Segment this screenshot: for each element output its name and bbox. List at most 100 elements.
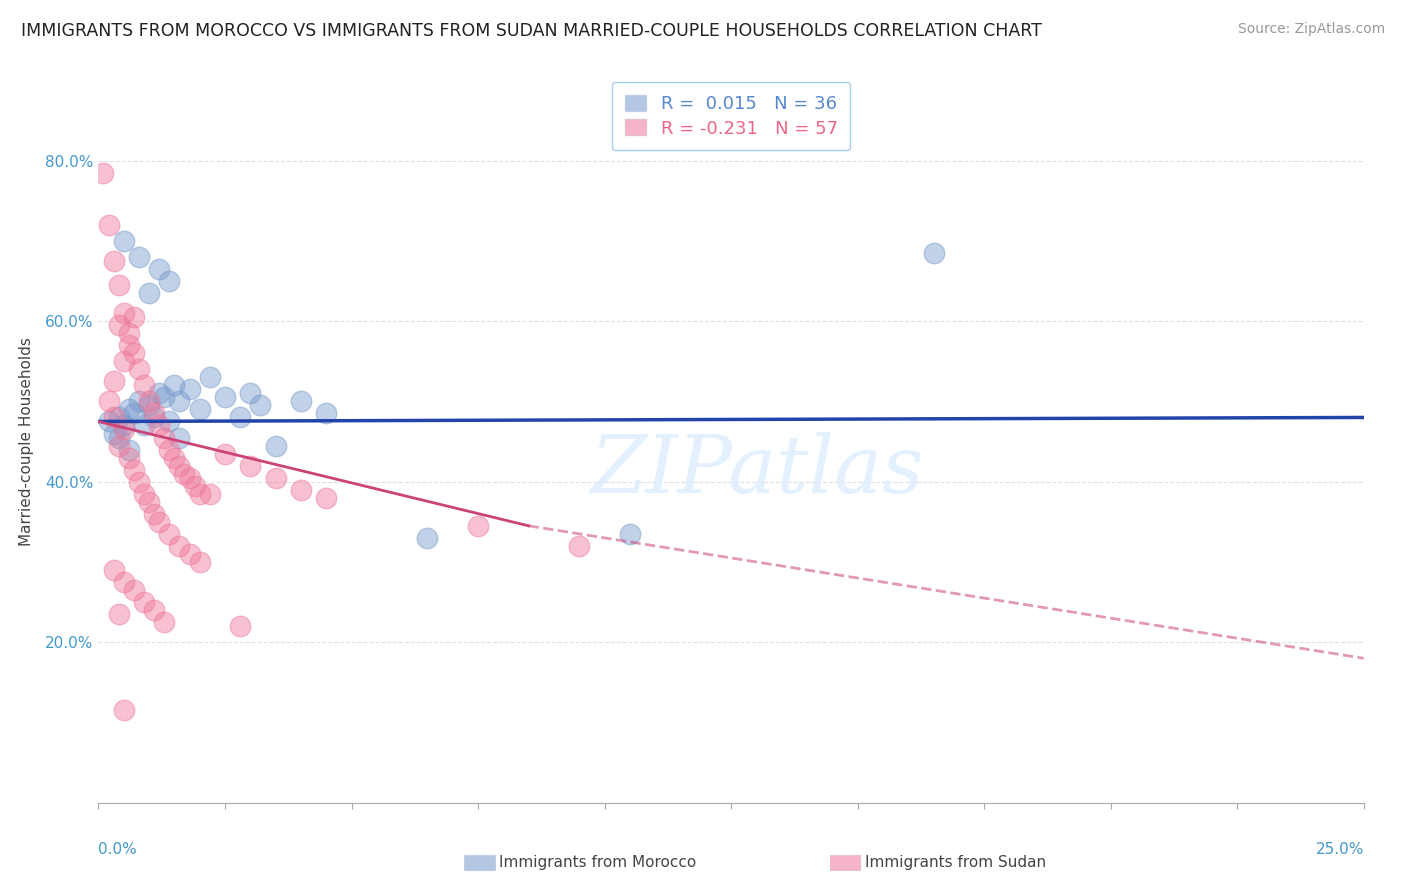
Point xyxy=(112,306,135,320)
Point xyxy=(467,518,489,533)
Point xyxy=(249,398,271,412)
Point xyxy=(198,370,221,384)
Point xyxy=(132,378,155,392)
Point xyxy=(107,607,129,621)
Point xyxy=(169,458,191,473)
Point xyxy=(148,386,170,401)
Point xyxy=(188,486,211,500)
Point xyxy=(118,442,141,457)
Point xyxy=(169,394,191,409)
Text: 0.0%: 0.0% xyxy=(98,842,138,856)
Point xyxy=(107,430,129,444)
Point xyxy=(619,526,641,541)
Point xyxy=(188,555,211,569)
Point xyxy=(122,583,145,598)
Point xyxy=(148,515,170,529)
Point xyxy=(157,414,180,428)
Point xyxy=(315,406,337,420)
Point xyxy=(112,422,135,436)
Text: IMMIGRANTS FROM MOROCCO VS IMMIGRANTS FROM SUDAN MARRIED-COUPLE HOUSEHOLDS CORRE: IMMIGRANTS FROM MOROCCO VS IMMIGRANTS FR… xyxy=(21,22,1042,40)
Point xyxy=(132,418,155,433)
Point xyxy=(112,574,135,589)
Point xyxy=(128,362,150,376)
Point xyxy=(118,450,141,465)
Point xyxy=(138,494,160,508)
Point xyxy=(239,386,262,401)
Point xyxy=(128,475,150,489)
Point xyxy=(103,374,125,388)
Point xyxy=(179,547,201,561)
Y-axis label: Married-couple Households: Married-couple Households xyxy=(18,337,34,546)
Point xyxy=(153,615,176,630)
Point xyxy=(138,398,160,412)
Point xyxy=(103,563,125,577)
Point xyxy=(153,390,176,404)
Point xyxy=(922,245,945,260)
Point xyxy=(143,603,166,617)
Text: Source: ZipAtlas.com: Source: ZipAtlas.com xyxy=(1237,22,1385,37)
Point xyxy=(103,410,125,425)
Point xyxy=(138,394,160,409)
Point xyxy=(107,318,129,332)
Point xyxy=(143,507,166,521)
Point xyxy=(138,285,160,300)
Point xyxy=(290,394,312,409)
Point xyxy=(122,346,145,360)
Point xyxy=(132,595,155,609)
Legend: R =  0.015   N = 36, R = -0.231   N = 57: R = 0.015 N = 36, R = -0.231 N = 57 xyxy=(612,82,851,150)
Point xyxy=(173,467,195,481)
Point xyxy=(93,165,115,179)
Point xyxy=(112,234,135,248)
Point xyxy=(97,414,120,428)
Point xyxy=(122,462,145,476)
Point xyxy=(128,250,150,264)
Point xyxy=(148,418,170,433)
Point xyxy=(239,458,262,473)
Point xyxy=(122,406,145,420)
Point xyxy=(163,378,186,392)
Point xyxy=(118,326,141,340)
Point xyxy=(290,483,312,497)
Point xyxy=(97,218,120,232)
Point xyxy=(229,410,252,425)
Point xyxy=(264,470,287,484)
Point xyxy=(214,390,236,404)
Point xyxy=(103,426,125,441)
Point xyxy=(128,394,150,409)
Point xyxy=(143,410,166,425)
Point xyxy=(122,310,145,324)
Point xyxy=(118,338,141,352)
Point xyxy=(97,394,120,409)
Point xyxy=(179,382,201,396)
Point xyxy=(198,486,221,500)
Point xyxy=(153,430,176,444)
Point xyxy=(107,438,129,452)
Point xyxy=(568,539,591,553)
Point xyxy=(107,277,129,292)
Point xyxy=(132,486,155,500)
Point xyxy=(148,261,170,276)
Point xyxy=(103,253,125,268)
Point xyxy=(107,410,129,425)
Point xyxy=(214,446,236,460)
Point xyxy=(264,438,287,452)
Point xyxy=(188,402,211,417)
Point xyxy=(169,539,191,553)
Point xyxy=(157,274,180,288)
Point xyxy=(143,406,166,420)
Text: Immigrants from Morocco: Immigrants from Morocco xyxy=(499,855,696,870)
Point xyxy=(169,430,191,444)
Point xyxy=(157,526,180,541)
Point xyxy=(112,354,135,368)
Point xyxy=(183,478,205,492)
Point xyxy=(157,442,180,457)
Point xyxy=(112,703,135,717)
Point xyxy=(416,531,439,545)
Point xyxy=(179,470,201,484)
Point xyxy=(163,450,186,465)
Point xyxy=(315,491,337,505)
Point xyxy=(118,402,141,417)
Point xyxy=(229,619,252,633)
Text: Immigrants from Sudan: Immigrants from Sudan xyxy=(865,855,1046,870)
Point xyxy=(112,418,135,433)
